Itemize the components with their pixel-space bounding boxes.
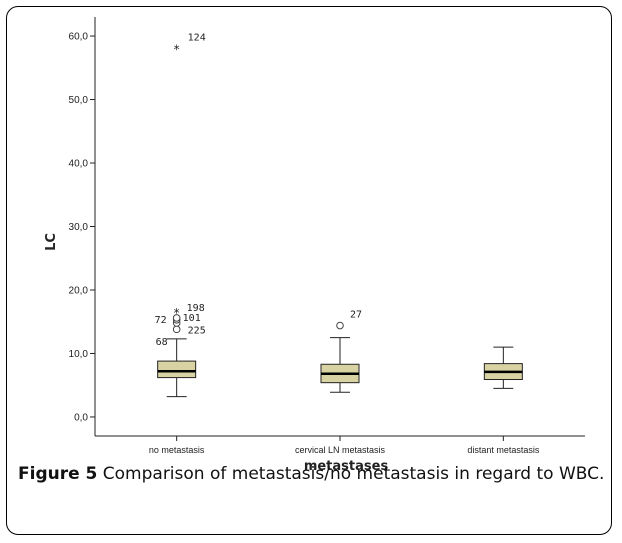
outlier-star: * — [174, 43, 180, 57]
outlier-label: 101 — [183, 313, 201, 324]
caption-text: Comparison of metastasis/no metastasis i… — [102, 464, 605, 484]
figure-frame — [6, 6, 612, 535]
outlier-star: * — [174, 306, 180, 320]
y-axis-title: LC — [44, 233, 59, 251]
outlier-label: 225 — [188, 325, 206, 336]
outlier-label: 72 — [155, 315, 167, 326]
y-tick-label: 0,0 — [74, 412, 88, 423]
box — [157, 360, 197, 379]
y-tick-label: 20,0 — [69, 285, 89, 296]
x-axis-title: metastases — [304, 459, 389, 470]
y-tick-label: 50,0 — [69, 95, 89, 106]
outlier-label: 124 — [188, 33, 206, 44]
figure-caption: Figure 5 Comparison of metastasis/no met… — [18, 462, 606, 487]
outlier-circle — [172, 325, 181, 334]
x-tick-label: distant metastasis — [467, 445, 540, 455]
y-tick-label: 40,0 — [69, 159, 89, 170]
outlier-circle — [172, 314, 181, 322]
plot-area: 0,0 10,0 20,0 30,0 40,0 50,0 60,0 no metastasis… — [69, 17, 585, 455]
y-tick-label: 30,0 — [69, 222, 89, 233]
case-label: 68 — [156, 337, 168, 348]
boxplot-chart: 0,0 10,0 20,0 30,0 40,0 50,0 60,0 no metastasis… — [44, 17, 585, 470]
outlier-label: 198 — [187, 303, 205, 314]
x-tick-label: no metastasis — [149, 445, 205, 455]
x-tick-label: cervical LN metastasis — [295, 445, 386, 455]
y-tick-label: 60,0 — [69, 32, 89, 43]
outlier-circle — [336, 321, 344, 330]
outlier-label: 27 — [350, 310, 362, 321]
caption-label: Figure 5 — [18, 464, 98, 484]
y-tick-label: 10,0 — [69, 349, 89, 360]
